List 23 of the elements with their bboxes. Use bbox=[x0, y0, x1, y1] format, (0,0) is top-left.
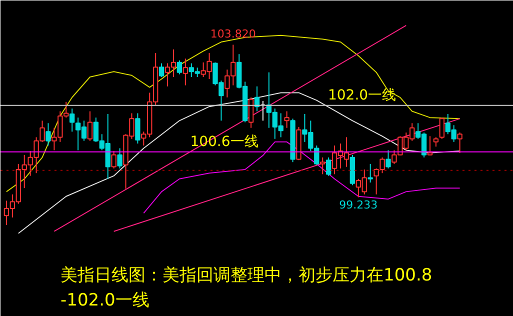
candlestick bbox=[111, 150, 116, 169]
candlestick bbox=[433, 136, 439, 148]
annotation: 99.233 bbox=[339, 198, 378, 212]
candlestick bbox=[386, 150, 391, 169]
text: 美指日线图：美指回调整理中，初步压力在100.8-102.0一线 bbox=[60, 266, 432, 310]
candlestick bbox=[87, 110, 93, 142]
candlestick bbox=[158, 62, 164, 78]
candlestick bbox=[320, 156, 326, 175]
candlestick bbox=[457, 132, 462, 154]
annotation: 103.820 bbox=[210, 28, 256, 41]
candlestick bbox=[439, 117, 445, 140]
candlestick bbox=[46, 122, 51, 146]
candlestick bbox=[284, 110, 290, 128]
candlestick bbox=[326, 156, 332, 176]
candlestick bbox=[69, 108, 75, 132]
candlestick bbox=[176, 60, 182, 75]
candlestick bbox=[117, 148, 122, 169]
ref-line-label: 102.0一线 bbox=[328, 87, 396, 104]
candlestick bbox=[182, 58, 188, 86]
candlestick bbox=[427, 136, 433, 156]
candlestick bbox=[248, 96, 254, 128]
candlestick bbox=[135, 112, 140, 144]
candlestick bbox=[368, 163, 373, 183]
